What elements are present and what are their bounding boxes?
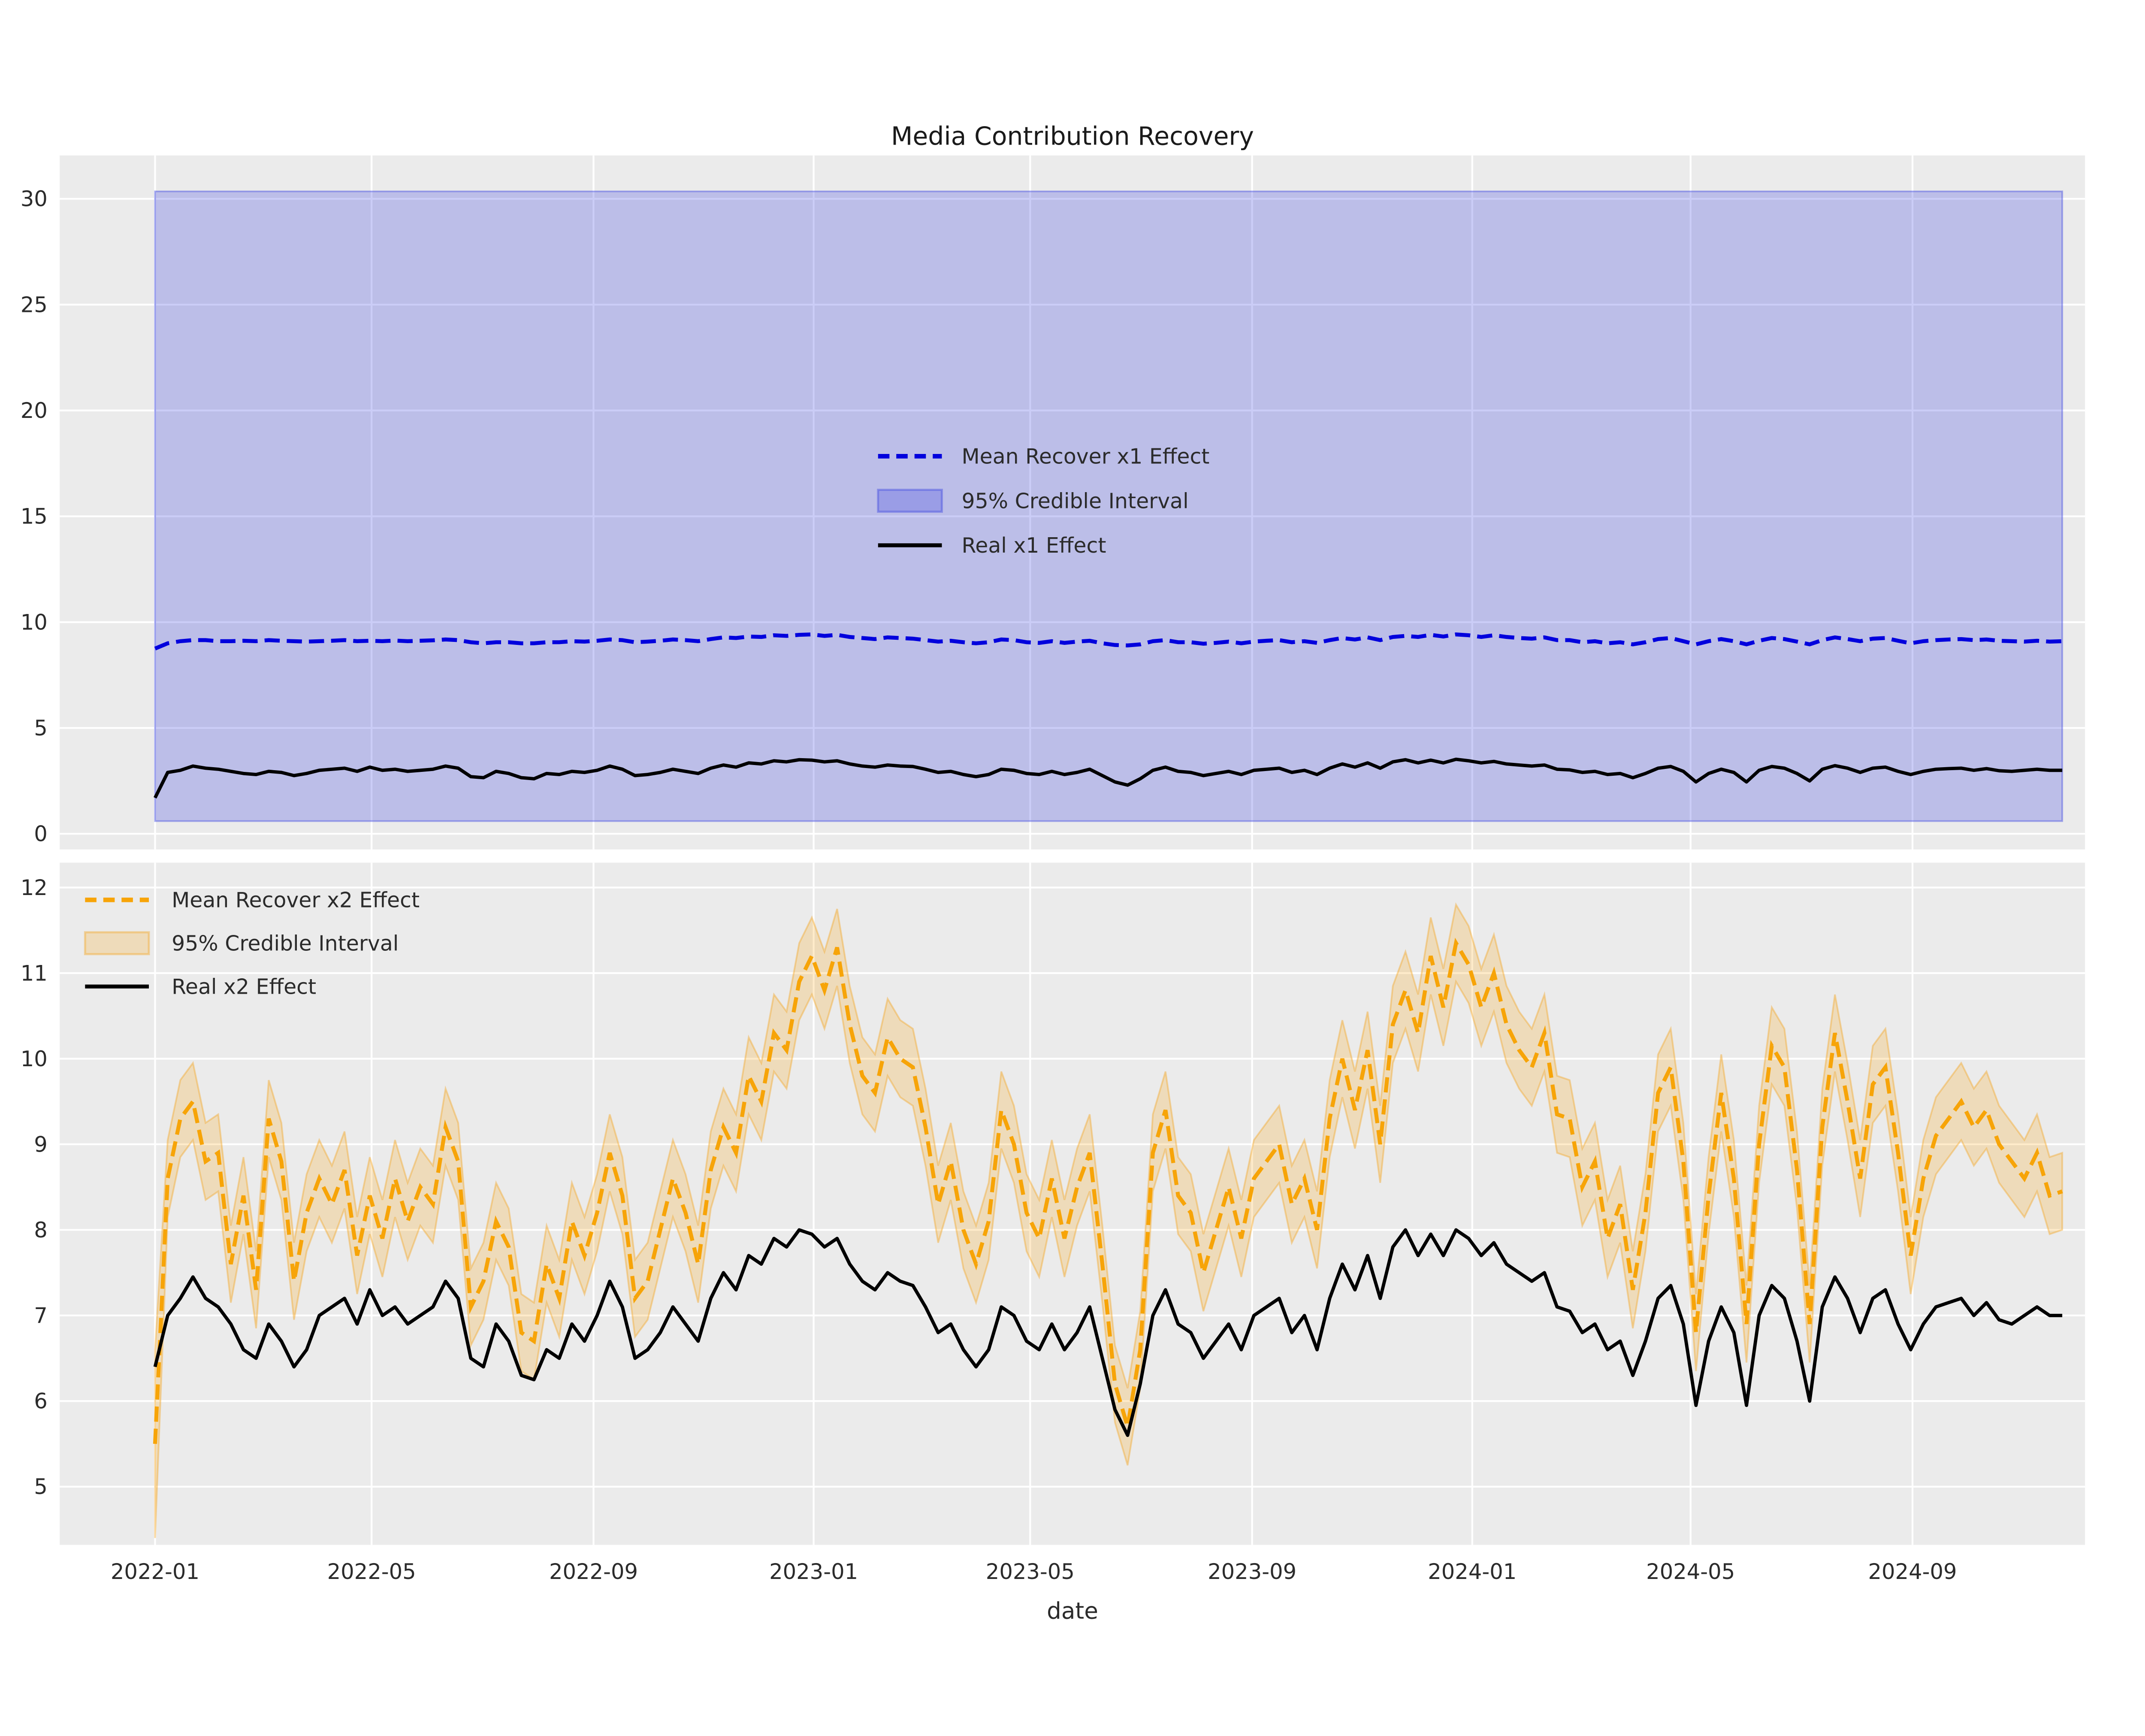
y-tick-label: 11 xyxy=(21,961,48,986)
x-tick-label: 2023-01 xyxy=(769,1559,858,1584)
y-tick-label: 12 xyxy=(21,875,48,900)
y-tick-label: 5 xyxy=(34,1474,48,1499)
y-tick-label: 7 xyxy=(34,1303,48,1328)
plot-background xyxy=(60,862,2085,1545)
legend-label: Mean Recover x2 Effect xyxy=(172,888,420,913)
x-tick-label: 2023-05 xyxy=(986,1559,1075,1584)
x-tick-label: 2024-05 xyxy=(1646,1559,1735,1584)
x-axis: 2022-01 2022-05 2022-09 2023-01 2023-05 2023-… xyxy=(111,1559,1957,1584)
legend-label: Real x2 Effect xyxy=(172,975,316,999)
x-tick-label: 2023-09 xyxy=(1208,1559,1296,1584)
x-tick-label: 2022-05 xyxy=(327,1559,416,1584)
x-axis-title: date xyxy=(1047,1597,1098,1624)
legend-label: 95% Credible Interval xyxy=(172,932,399,956)
y-tick-label: 15 xyxy=(21,504,48,529)
legend-band-swatch xyxy=(84,931,150,956)
x-tick-label: 2024-09 xyxy=(1868,1559,1957,1584)
x2-credible-interval-band xyxy=(154,902,2063,1538)
x1-mean-line xyxy=(154,632,2063,650)
legend-label: 95% Credible Interval xyxy=(962,489,1189,513)
legend-label: Real x1 Effect xyxy=(962,533,1106,558)
x1-credible-interval-band xyxy=(154,191,2063,822)
subplot-x1: 0 5 10 15 20 25 30 Mean Recover x1 Effect 95% Cr… xyxy=(21,155,2085,850)
y-tick-label: 9 xyxy=(34,1132,48,1157)
x-tick-label: 2022-01 xyxy=(111,1559,199,1584)
legend-band-swatch xyxy=(877,489,943,513)
y-tick-label: 6 xyxy=(34,1389,48,1414)
x-tick-label: 2024-01 xyxy=(1428,1559,1517,1584)
subplot-x2: 5 6 7 8 9 10 11 12 Mean Recover x2 Effect 95% Cre… xyxy=(21,862,2085,1545)
y-tick-label: 10 xyxy=(21,1046,48,1071)
x-tick-label: 2022-09 xyxy=(549,1559,638,1584)
chart-title: Media Contribution Recovery xyxy=(891,121,1254,151)
legend-x2: Mean Recover x2 Effect 95% Credible Inter… xyxy=(84,888,420,999)
y-tick-label: 25 xyxy=(21,292,48,317)
y-tick-label: 10 xyxy=(21,610,48,635)
y-tick-label: 8 xyxy=(34,1218,48,1243)
y-tick-label: 30 xyxy=(21,187,48,212)
y-tick-label: 5 xyxy=(34,716,48,741)
x2-mean-line xyxy=(153,938,2063,1444)
y-tick-label: 20 xyxy=(21,398,48,423)
legend-x1: Mean Recover x1 Effect 95% Credible Inter… xyxy=(877,445,1210,558)
legend-label: Mean Recover x1 Effect xyxy=(962,445,1210,469)
plot-background xyxy=(60,155,2085,850)
y-tick-label: 0 xyxy=(34,822,48,847)
x2-real-line xyxy=(153,1228,2063,1437)
x1-real-line xyxy=(153,757,2063,799)
